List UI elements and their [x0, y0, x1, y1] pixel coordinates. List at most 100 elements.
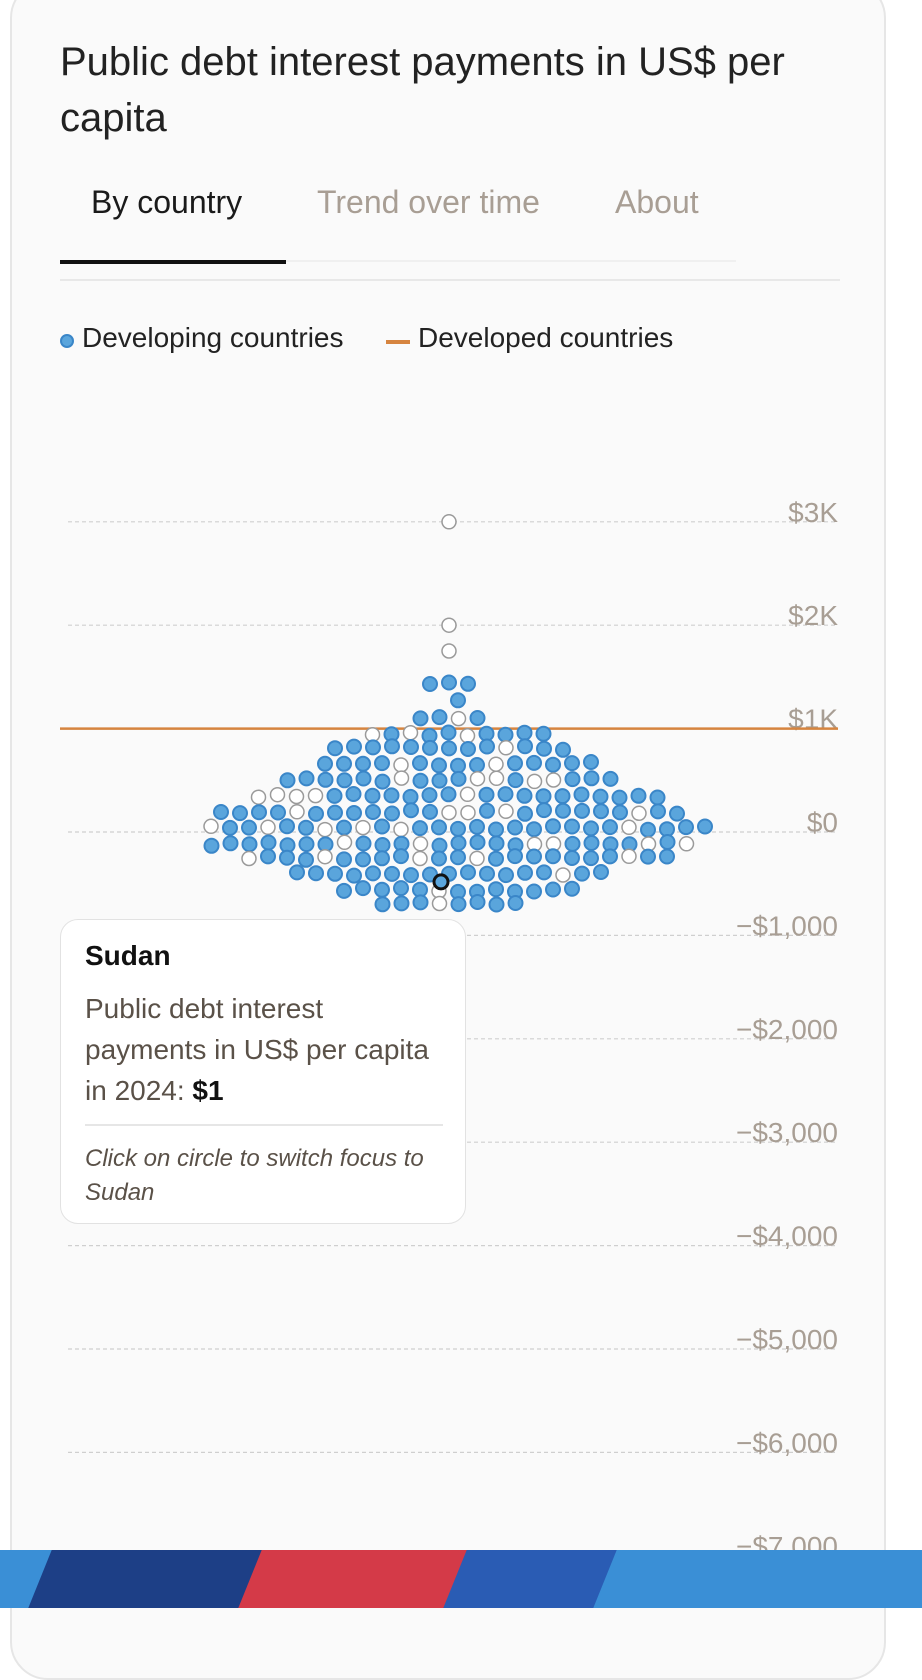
country-dot[interactable] [298, 770, 315, 787]
country-dot[interactable] [298, 851, 314, 868]
country-dot[interactable] [346, 738, 362, 755]
country-dot[interactable] [488, 896, 505, 913]
country-dot[interactable] [583, 835, 600, 851]
country-dot[interactable] [517, 805, 533, 822]
country-dot[interactable] [241, 850, 257, 867]
country-dot[interactable] [478, 786, 495, 803]
country-dot[interactable] [669, 805, 685, 822]
country-dot[interactable] [621, 819, 637, 836]
country-dot[interactable] [289, 864, 305, 881]
country-dot[interactable] [497, 786, 514, 803]
country-dot[interactable] [526, 754, 542, 771]
country-dot[interactable] [497, 726, 514, 743]
country-dot[interactable] [479, 802, 495, 819]
country-dot[interactable] [393, 757, 409, 773]
country-dot[interactable] [640, 821, 656, 838]
country-dot[interactable] [298, 836, 315, 853]
country-dot[interactable] [288, 788, 305, 805]
country-dot[interactable] [384, 865, 400, 882]
country-dot[interactable] [555, 802, 571, 819]
country-dot[interactable] [459, 728, 476, 744]
country-dot[interactable] [412, 710, 429, 727]
country-dot[interactable] [346, 805, 362, 821]
country-dot[interactable] [327, 740, 343, 757]
country-dot[interactable] [555, 741, 571, 758]
country-dot[interactable] [384, 738, 400, 755]
country-dot[interactable] [393, 880, 409, 897]
country-dot[interactable] [536, 802, 552, 819]
country-dot[interactable] [621, 848, 637, 865]
country-dot[interactable] [431, 819, 447, 836]
country-dot[interactable] [450, 770, 467, 787]
country-dot[interactable] [336, 772, 353, 789]
country-dot[interactable] [526, 848, 542, 865]
country-dot[interactable] [355, 755, 371, 772]
country-dot[interactable] [450, 835, 467, 851]
country-dot[interactable] [431, 895, 448, 912]
country-dot[interactable] [469, 757, 485, 773]
country-dot[interactable] [545, 818, 561, 835]
country-dot[interactable] [469, 834, 486, 851]
country-dot[interactable] [564, 818, 580, 835]
country-dot[interactable] [213, 804, 229, 820]
country-dot[interactable] [583, 850, 599, 867]
country-dot[interactable] [574, 802, 590, 819]
country-dot[interactable] [260, 848, 276, 865]
country-dot[interactable] [583, 754, 599, 770]
country-dot[interactable] [336, 755, 352, 772]
country-dot[interactable] [441, 617, 457, 633]
country-dot[interactable] [659, 834, 676, 850]
country-dot[interactable] [431, 757, 447, 774]
country-dot[interactable] [374, 896, 391, 913]
country-dot[interactable] [441, 514, 457, 530]
country-dot[interactable] [402, 724, 419, 741]
country-dot[interactable] [507, 895, 524, 911]
country-dot[interactable] [630, 787, 647, 804]
country-dot[interactable] [393, 848, 409, 865]
country-dot[interactable] [469, 818, 485, 835]
country-dot[interactable] [365, 865, 381, 882]
country-dot[interactable] [488, 835, 505, 852]
country-dot[interactable] [440, 786, 457, 803]
country-dot[interactable] [583, 820, 599, 837]
country-dot[interactable] [393, 821, 409, 838]
country-dot[interactable] [269, 786, 286, 803]
country-dot[interactable] [592, 788, 609, 805]
country-dot[interactable] [441, 740, 457, 757]
country-dot[interactable] [412, 894, 429, 911]
country-dot[interactable] [507, 848, 523, 865]
country-dot[interactable] [678, 819, 694, 836]
country-dot[interactable] [516, 724, 533, 741]
country-dot[interactable] [327, 804, 343, 821]
country-dot[interactable] [535, 788, 552, 805]
country-dot[interactable] [498, 803, 514, 820]
country-dot[interactable] [554, 788, 571, 805]
country-dot[interactable] [564, 835, 581, 852]
country-dot[interactable] [355, 851, 371, 868]
country-dot[interactable] [222, 835, 239, 852]
country-dot[interactable] [469, 894, 486, 910]
country-dot[interactable] [536, 864, 552, 881]
country-dot[interactable] [574, 865, 590, 882]
country-dot[interactable] [403, 739, 419, 755]
country-dot[interactable] [232, 805, 248, 822]
country-dot[interactable] [545, 881, 561, 898]
country-dot[interactable] [279, 772, 296, 789]
country-dot[interactable] [384, 805, 400, 822]
country-dot[interactable] [507, 819, 523, 836]
country-dot[interactable] [393, 895, 410, 912]
country-dot[interactable] [488, 756, 504, 772]
country-dot[interactable] [355, 880, 371, 897]
tab-trend-over-time[interactable]: Trend over time [317, 184, 540, 220]
country-dot[interactable] [460, 741, 476, 757]
country-dot[interactable] [308, 865, 324, 882]
country-dot[interactable] [488, 850, 504, 867]
country-dot[interactable] [611, 789, 628, 806]
country-dot[interactable] [479, 865, 495, 882]
country-dot[interactable] [298, 819, 314, 836]
country-dot[interactable] [459, 786, 476, 803]
country-dot[interactable] [393, 770, 410, 786]
country-dot[interactable] [517, 864, 533, 881]
country-dot[interactable] [412, 836, 429, 852]
country-dot[interactable] [564, 850, 580, 866]
